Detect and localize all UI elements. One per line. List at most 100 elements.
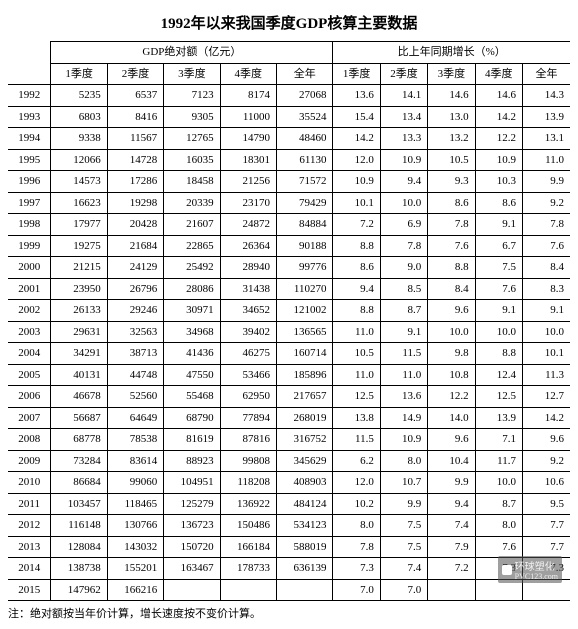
cell-growth: 9.8 — [428, 343, 475, 365]
cell-growth: 9.6 — [522, 429, 570, 451]
cell-abs: 138738 — [51, 558, 107, 580]
cell-abs: 316752 — [277, 429, 333, 451]
table-row: 199817977204282160724872848847.26.97.89.… — [8, 214, 570, 236]
cell-growth: 13.0 — [428, 106, 475, 128]
cell-year: 2015 — [8, 579, 51, 601]
watermark-brand: 环球塑化 — [515, 562, 555, 573]
cell-abs: 21684 — [107, 235, 163, 257]
cell-growth: 8.6 — [333, 257, 380, 279]
cell-growth: 6.7 — [475, 235, 522, 257]
cell-growth: 13.3 — [380, 128, 427, 150]
cell-abs: 178733 — [220, 558, 276, 580]
cell-abs: 78538 — [107, 429, 163, 451]
cell-growth: 7.2 — [333, 214, 380, 236]
cell-abs: 150486 — [220, 515, 276, 537]
cell-growth: 10.3 — [475, 171, 522, 193]
cell-abs: 62950 — [220, 386, 276, 408]
cell-abs: 52560 — [107, 386, 163, 408]
cell-growth: 8.8 — [475, 343, 522, 365]
cell-growth: 11.0 — [380, 364, 427, 386]
cell-abs: 29631 — [51, 321, 107, 343]
cell-abs: 26796 — [107, 278, 163, 300]
cell-growth: 14.9 — [380, 407, 427, 429]
cell-abs: 534123 — [277, 515, 333, 537]
cell-growth: 8.0 — [475, 515, 522, 537]
cell-growth: 9.1 — [522, 300, 570, 322]
cell-growth: 11.0 — [522, 149, 570, 171]
cell-growth: 11.5 — [380, 343, 427, 365]
cell-abs: 21607 — [164, 214, 220, 236]
cell-year: 2010 — [8, 472, 51, 494]
cell-year: 2003 — [8, 321, 51, 343]
cell-abs: 147962 — [51, 579, 107, 601]
cell-abs: 217657 — [277, 386, 333, 408]
cell-abs: 12066 — [51, 149, 107, 171]
cell-abs: 104951 — [164, 472, 220, 494]
cell-growth: 13.9 — [522, 106, 570, 128]
cell-growth: 12.0 — [333, 149, 380, 171]
cell-growth: 6.9 — [380, 214, 427, 236]
cell-abs: 32563 — [107, 321, 163, 343]
cell-year: 1992 — [8, 85, 51, 107]
cell-year: 1994 — [8, 128, 51, 150]
cell-abs: 636139 — [277, 558, 333, 580]
table-row: 20032963132563349683940213656511.09.110.… — [8, 321, 570, 343]
cell-growth: 7.7 — [522, 515, 570, 537]
cell-growth: 11.0 — [333, 321, 380, 343]
cell-growth: 9.9 — [428, 472, 475, 494]
cell-abs: 14790 — [220, 128, 276, 150]
cell-growth: 7.3 — [333, 558, 380, 580]
cell-year: 2012 — [8, 515, 51, 537]
cell-growth: 14.2 — [522, 407, 570, 429]
col-q4-g: 4季度 — [475, 63, 522, 85]
table-row: 1993680384169305110003552415.413.413.014… — [8, 106, 570, 128]
cell-growth: 12.0 — [333, 472, 380, 494]
cell-abs: 22865 — [164, 235, 220, 257]
cell-abs: 150720 — [164, 536, 220, 558]
cell-growth: 14.1 — [380, 85, 427, 107]
cell-abs: 68790 — [164, 407, 220, 429]
cell-abs: 19275 — [51, 235, 107, 257]
cell-growth: 12.5 — [333, 386, 380, 408]
cell-growth: 12.5 — [475, 386, 522, 408]
cell-year: 2005 — [8, 364, 51, 386]
cell-growth: 13.6 — [380, 386, 427, 408]
cell-growth: 9.2 — [522, 450, 570, 472]
cell-abs: 16623 — [51, 192, 107, 214]
table-row: 20075668764649687907789426801913.814.914… — [8, 407, 570, 429]
cell-abs: 163467 — [164, 558, 220, 580]
cell-abs: 166184 — [220, 536, 276, 558]
cell-abs: 30971 — [164, 300, 220, 322]
cell-year: 1999 — [8, 235, 51, 257]
header-group-growth: 比上年同期增长（%） — [333, 42, 570, 64]
cell-growth: 7.5 — [380, 536, 427, 558]
cell-growth: 7.6 — [475, 278, 522, 300]
cell-year: 1995 — [8, 149, 51, 171]
cell-growth: 12.2 — [475, 128, 522, 150]
cell-year: 2009 — [8, 450, 51, 472]
cell-growth: 11.3 — [522, 364, 570, 386]
col-q1-g: 1季度 — [333, 63, 380, 85]
cell-growth: 8.6 — [428, 192, 475, 214]
cell-growth: 8.5 — [380, 278, 427, 300]
cell-abs: 73284 — [51, 450, 107, 472]
table-row: 1996145731728618458212567157210.99.49.31… — [8, 171, 570, 193]
cell-growth: 10.9 — [333, 171, 380, 193]
table-row: 1997166231929820339231707942910.110.08.6… — [8, 192, 570, 214]
cell-year: 1996 — [8, 171, 51, 193]
cell-abs: 14573 — [51, 171, 107, 193]
gdp-table: GDP绝对额（亿元） 比上年同期增长（%） 1季度 2季度 3季度 4季度 全年… — [8, 41, 570, 601]
cell-abs: 34291 — [51, 343, 107, 365]
cell-growth: 9.3 — [428, 171, 475, 193]
cell-year: 2004 — [8, 343, 51, 365]
cell-growth: 12.4 — [475, 364, 522, 386]
cell-abs: 24872 — [220, 214, 276, 236]
cell-growth: 8.7 — [380, 300, 427, 322]
table-row: 20043429138713414364627516071410.511.59.… — [8, 343, 570, 365]
cell-abs: 90188 — [277, 235, 333, 257]
cell-growth: 8.0 — [380, 450, 427, 472]
table-row: 20131280841430321507201661845880197.87.5… — [8, 536, 570, 558]
cell-growth: 9.4 — [428, 493, 475, 515]
cell-abs — [220, 579, 276, 601]
cell-abs: 116148 — [51, 515, 107, 537]
